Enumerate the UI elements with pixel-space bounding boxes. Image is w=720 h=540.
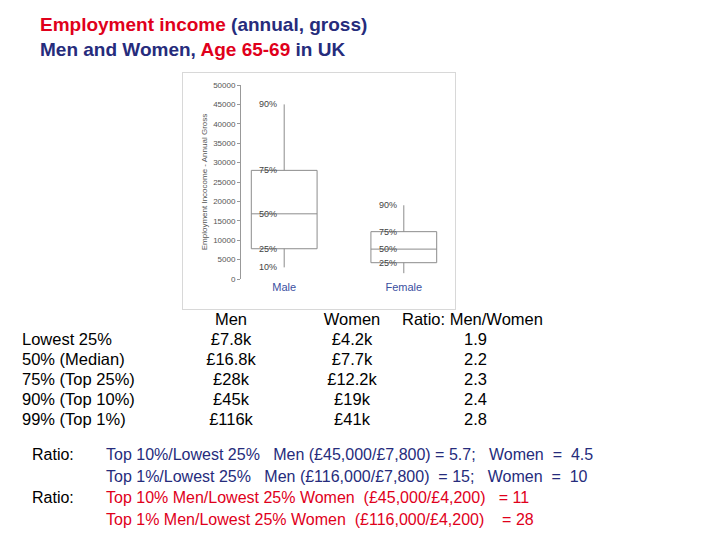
html-text:2.2: 2.2 xyxy=(464,349,487,368)
svg-text:50%: 50% xyxy=(259,209,277,219)
html-text:Men: Men xyxy=(214,309,247,328)
svg-text:35000: 35000 xyxy=(213,139,236,148)
svg-text:25000: 25000 xyxy=(213,178,236,187)
html-text:75% (Top 25%): 75% (Top 25%) xyxy=(22,369,135,388)
html-text:£28k: £28k xyxy=(213,369,249,388)
html-text:£12.2k: £12.2k xyxy=(327,369,377,388)
svg-text:Employment Incocome - Annual G: Employment Incocome - Annual Gross xyxy=(200,114,209,251)
html-text:£16.8k: £16.8k xyxy=(206,349,256,368)
svg-text:75%: 75% xyxy=(259,165,277,175)
html-text:£4.2k: £4.2k xyxy=(331,329,373,348)
svg-text:50%: 50% xyxy=(379,244,397,254)
html-text:Ratio:: Ratio: xyxy=(32,489,74,506)
html-text:£7.7k: £7.7k xyxy=(331,349,373,368)
html-text:£41k: £41k xyxy=(334,409,370,428)
html-text:£116k: £116k xyxy=(209,409,253,428)
svg-text:Male: Male xyxy=(272,281,296,293)
svg-text:50000: 50000 xyxy=(213,81,236,90)
svg-text:75%: 75% xyxy=(379,227,397,237)
html-text:£19k: £19k xyxy=(334,389,370,408)
html-text:Top 1% Men/Lowest 25% Women (£: Top 1% Men/Lowest 25% Women (£116,000/£4… xyxy=(106,510,534,528)
html-text:Men and Women, Age 65-69 in UK: Men and Women, Age 65-69 in UK xyxy=(40,39,346,60)
html-text:2.8: 2.8 xyxy=(464,409,487,428)
html-text:2.3: 2.3 xyxy=(464,369,487,388)
html-text:£45k: £45k xyxy=(213,389,249,408)
html-text:Top 10%/Lowest 25% Men (£45,00: Top 10%/Lowest 25% Men (£45,000/£7,800) … xyxy=(106,446,594,463)
svg-text:10000: 10000 xyxy=(213,236,236,245)
svg-text:90%: 90% xyxy=(379,200,397,210)
html-text:Women: Women xyxy=(323,309,381,328)
svg-text:25%: 25% xyxy=(259,244,277,254)
html-text:Ratio: Men/Women: Ratio: Men/Women xyxy=(402,309,543,328)
html-text:Lowest 25%: Lowest 25% xyxy=(22,329,112,348)
html-text:Top 1%/Lowest 25% Men (£116,00: Top 1%/Lowest 25% Men (£116,000/£7,800) … xyxy=(106,467,588,485)
svg-text:10%: 10% xyxy=(259,262,277,272)
svg-text:Female: Female xyxy=(385,281,422,293)
html-text:2.4: 2.4 xyxy=(464,389,487,408)
svg-text:90%: 90% xyxy=(259,99,277,109)
svg-text:5000: 5000 xyxy=(218,255,236,264)
svg-text:25%: 25% xyxy=(379,258,397,268)
html-text:Top 10% Men/Lowest 25% Women (: Top 10% Men/Lowest 25% Women (£45,000/£4… xyxy=(106,489,530,506)
html-text:£7.8k: £7.8k xyxy=(210,329,252,348)
svg-text:45000: 45000 xyxy=(213,100,236,109)
html-text:50% (Median): 50% (Median) xyxy=(22,349,125,368)
html-text:Employment income (annual, gro: Employment income (annual, gross) xyxy=(40,14,368,35)
html-text:90% (Top 10%): 90% (Top 10%) xyxy=(22,389,135,408)
svg-text:0: 0 xyxy=(231,275,236,284)
svg-text:20000: 20000 xyxy=(213,197,236,206)
html-text:1.9: 1.9 xyxy=(464,329,487,348)
svg-text:15000: 15000 xyxy=(213,217,236,226)
svg-text:40000: 40000 xyxy=(213,120,236,129)
html-text:99% (Top 1%): 99% (Top 1%) xyxy=(22,409,126,428)
html-text:Ratio:: Ratio: xyxy=(32,446,74,463)
svg-text:30000: 30000 xyxy=(213,158,236,167)
